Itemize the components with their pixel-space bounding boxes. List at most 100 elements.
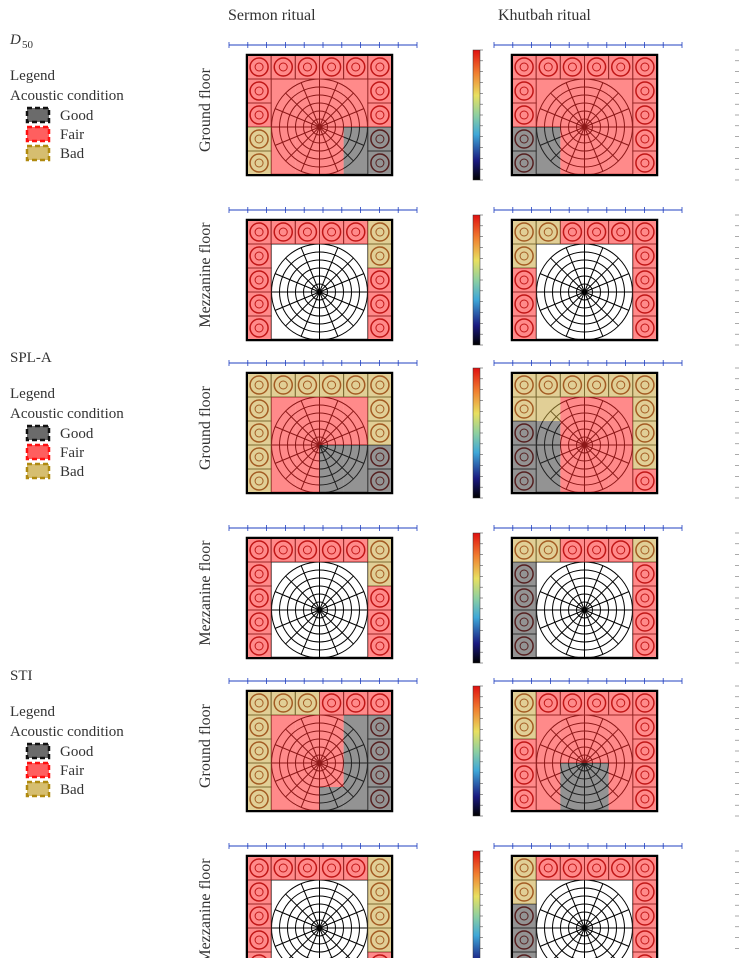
condition-overlay: [319, 103, 344, 127]
condition-overlay: [295, 79, 320, 103]
dome-rib: [274, 927, 320, 947]
condition-overlay: [632, 562, 657, 586]
condition-overlay: [319, 691, 344, 715]
condition-overlay: [319, 151, 344, 175]
condition-overlay: [319, 469, 344, 493]
condition-overlay: [560, 763, 585, 787]
condition-overlay: [608, 739, 633, 763]
condition-overlay: [560, 856, 585, 880]
condition-overlay: [512, 103, 537, 127]
condition-overlay: [367, 880, 392, 904]
row-label: Ground floor: [197, 703, 214, 788]
floor-plan: [493, 678, 683, 813]
dome-rib: [553, 927, 585, 958]
legend-swatch: [25, 443, 51, 461]
condition-overlay: [343, 715, 368, 739]
condition-overlay: [247, 856, 272, 880]
condition-overlay: [247, 127, 272, 151]
dome-rib: [550, 575, 585, 611]
condition-overlay: [536, 55, 561, 79]
condition-overlay: [632, 763, 657, 787]
legend-swatch: [25, 125, 51, 143]
condition-overlay: [512, 220, 537, 244]
condition-overlay: [367, 445, 392, 469]
condition-overlay: [536, 763, 561, 787]
condition-overlay: [608, 691, 633, 715]
condition-overlay: [512, 469, 537, 493]
condition-overlay: [608, 538, 633, 562]
condition-overlay: [632, 397, 657, 421]
condition-overlay: [560, 103, 585, 127]
condition-overlay: [343, 79, 368, 103]
legend-subtitle: Acoustic condition: [10, 88, 124, 104]
condition-overlay: [271, 691, 296, 715]
condition-overlay: [271, 421, 296, 445]
condition-overlay: [247, 538, 272, 562]
condition-overlay: [608, 421, 633, 445]
condition-overlay: [271, 397, 296, 421]
condition-overlay: [295, 787, 320, 811]
condition-overlay: [367, 763, 392, 787]
condition-overlay: [584, 763, 609, 787]
condition-overlay: [584, 397, 609, 421]
condition-overlay: [632, 952, 657, 958]
dome-rib: [319, 291, 354, 327]
row-label: Mezzanine floor: [197, 858, 214, 958]
plan-outline: [511, 219, 658, 341]
dome-rib: [584, 565, 604, 611]
condition-overlay: [367, 715, 392, 739]
condition-overlay: [584, 103, 609, 127]
dome-rib: [539, 273, 585, 293]
section-title: D: [9, 32, 21, 48]
condition-overlay: [512, 127, 537, 151]
section-title: STI: [10, 668, 33, 684]
condition-overlay: [584, 691, 609, 715]
condition-overlay: [247, 445, 272, 469]
dome-rib: [565, 247, 585, 293]
condition-overlay: [319, 445, 344, 469]
condition-overlay: [512, 952, 537, 958]
color-bar: [472, 49, 481, 181]
plan-outline: [511, 690, 658, 812]
condition-overlay: [632, 103, 657, 127]
dome-rib: [584, 927, 630, 947]
legend-subtitle: Acoustic condition: [10, 406, 124, 422]
dome-rib: [319, 909, 365, 929]
condition-overlay: [536, 397, 561, 421]
condition-overlay: [632, 904, 657, 928]
condition-overlay: [247, 292, 272, 316]
condition-overlay: [632, 292, 657, 316]
condition-overlay: [319, 763, 344, 787]
condition-overlay: [632, 268, 657, 292]
dome-rib: [306, 927, 320, 958]
row-label: Ground floor: [197, 67, 214, 152]
condition-overlay: [271, 787, 296, 811]
condition-overlay: [367, 904, 392, 928]
dome-rib: [539, 591, 585, 611]
condition-overlay: [367, 469, 392, 493]
dome-rib: [319, 257, 354, 293]
legend-swatch: [25, 780, 51, 798]
legend-swatch: [25, 742, 51, 760]
condition-overlay: [632, 469, 657, 493]
dome-rib: [539, 909, 585, 929]
dome-rib: [288, 927, 320, 958]
condition-overlay: [271, 220, 296, 244]
condition-overlay: [367, 220, 392, 244]
dome-rib: [319, 927, 351, 958]
floor-plan: [493, 843, 683, 958]
row-label: Mezzanine floor: [197, 540, 214, 646]
condition-overlay: [536, 469, 561, 493]
legend-title: Legend: [10, 68, 55, 84]
condition-overlay: [367, 787, 392, 811]
dome-rib: [584, 909, 630, 929]
condition-overlay: [608, 55, 633, 79]
condition-overlay: [247, 316, 272, 340]
condition-overlay: [584, 787, 609, 811]
condition-overlay: [247, 79, 272, 103]
condition-overlay: [632, 586, 657, 610]
legend-item: Fair: [60, 763, 84, 779]
condition-overlay: [560, 79, 585, 103]
condition-overlay: [367, 739, 392, 763]
condition-overlay: [632, 445, 657, 469]
